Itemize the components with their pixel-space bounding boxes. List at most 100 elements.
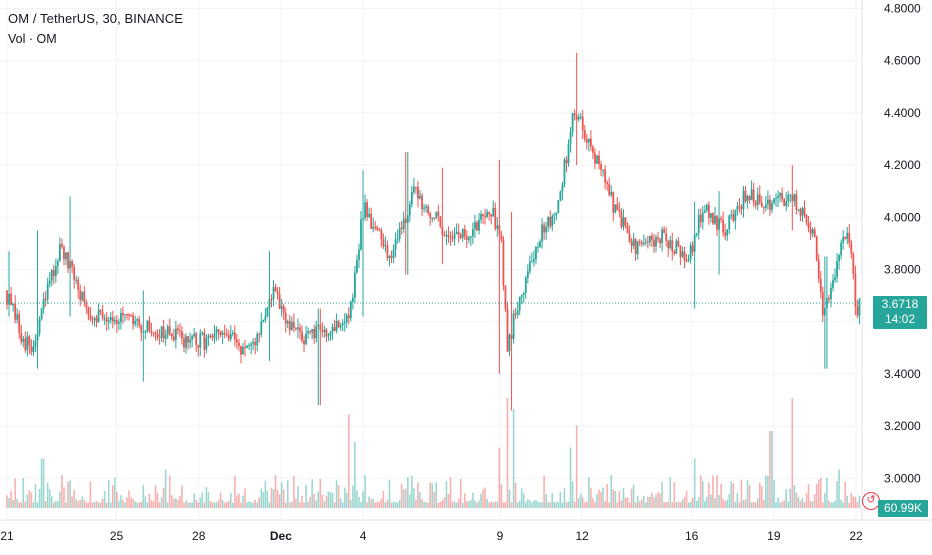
volume-bar (679, 502, 682, 508)
volume-bar (262, 491, 265, 508)
volume-bar (661, 481, 663, 508)
candle-body (732, 214, 735, 221)
candle-body (242, 346, 244, 355)
volume-bar (366, 502, 368, 508)
price-axis[interactable]: 4.80004.60004.40004.20004.00003.80003.60… (861, 0, 921, 520)
volume-bar (71, 496, 73, 508)
candle-body (410, 192, 413, 205)
symbol-title[interactable]: OM / TetherUS, 30, BINANCE (8, 11, 184, 26)
candle-body (748, 196, 751, 200)
volume-bar (254, 499, 257, 508)
volume-bar (396, 502, 399, 508)
candle-body (809, 228, 812, 234)
volume-bar (46, 482, 49, 508)
volume-bar (852, 496, 855, 508)
candle-body (838, 255, 840, 262)
candle-body (231, 332, 234, 334)
candle-body (402, 218, 405, 229)
candle-body (181, 331, 183, 339)
volume-bar (250, 502, 252, 508)
volume-bar (59, 491, 61, 508)
candle-body (238, 342, 240, 347)
volume-bar (561, 502, 564, 508)
candle-body (661, 229, 663, 244)
candle-body (380, 230, 383, 240)
volume-bar (209, 501, 212, 508)
volume-bar (421, 498, 423, 508)
volume-bar (451, 501, 454, 508)
candle-body (524, 277, 527, 293)
volume-bar (569, 447, 572, 508)
candle-body (791, 194, 794, 202)
volume-bar (787, 501, 790, 508)
volume-bar (10, 491, 12, 508)
volume-bar (789, 488, 792, 508)
candle-body (435, 211, 438, 218)
volume-bar (419, 491, 421, 508)
candle-body (107, 320, 110, 322)
candle-body (581, 116, 584, 131)
volume-bar (8, 497, 10, 508)
volume-bar (427, 502, 429, 508)
volume-bar (510, 502, 513, 508)
volume-bar (742, 500, 745, 508)
volume-bar (551, 493, 554, 508)
volume-bar (20, 502, 23, 508)
volume-bar (234, 475, 236, 508)
volume-bar (313, 494, 316, 508)
candle-body (52, 270, 55, 277)
volume-bar (144, 496, 147, 508)
volume-bar (463, 493, 466, 508)
volume-bar (756, 498, 759, 508)
volume-bar (712, 475, 714, 508)
volume-bar (77, 500, 80, 508)
y-tick-label: 3.4000 (884, 367, 921, 381)
candle-body (113, 320, 116, 322)
candle-body (93, 317, 96, 320)
volume-bar (809, 501, 812, 508)
candle-body (431, 217, 434, 219)
y-tick-label: 3.8000 (884, 263, 921, 277)
candle-body (508, 334, 511, 352)
volume-legend[interactable]: Vol · OM (8, 32, 57, 46)
candle-body (705, 204, 708, 211)
volume-bar (858, 495, 861, 508)
candle-body (746, 196, 749, 202)
candle-body (803, 207, 806, 216)
candle-body (71, 261, 74, 267)
y-tick-label: 3.0000 (884, 471, 921, 485)
candle-body (103, 317, 106, 319)
volume-bar (148, 493, 151, 508)
volume-bar (689, 502, 692, 508)
candle-body (553, 215, 556, 217)
volume-bar (840, 499, 842, 508)
volume-bar (701, 481, 704, 508)
candle-body (819, 278, 822, 292)
candle-body (797, 209, 800, 211)
volume-bar (765, 475, 767, 508)
candle-body (150, 330, 153, 333)
volume-bar (449, 477, 452, 508)
volume-bar (394, 501, 397, 508)
volume-bar (543, 475, 545, 508)
candle-body (547, 216, 550, 227)
candle-body (87, 307, 90, 315)
volume-bar (213, 502, 216, 508)
volume-bar (280, 482, 283, 508)
candle-body (345, 315, 348, 323)
x-tick-label: 12 (575, 529, 589, 543)
candle-body (56, 260, 59, 267)
candle-body (20, 332, 23, 342)
time-axis[interactable]: 21 25 28 Dec 4 9 12 16 19 22 (0, 519, 932, 543)
volume-bar (588, 477, 590, 508)
candle-body (789, 194, 792, 196)
candle-body (67, 252, 69, 269)
candle-body (146, 320, 149, 332)
candle-body (109, 317, 112, 321)
volume-bar (799, 500, 802, 508)
volume-bar (815, 483, 818, 508)
volume-bar (101, 498, 104, 508)
candle-body (758, 194, 761, 203)
